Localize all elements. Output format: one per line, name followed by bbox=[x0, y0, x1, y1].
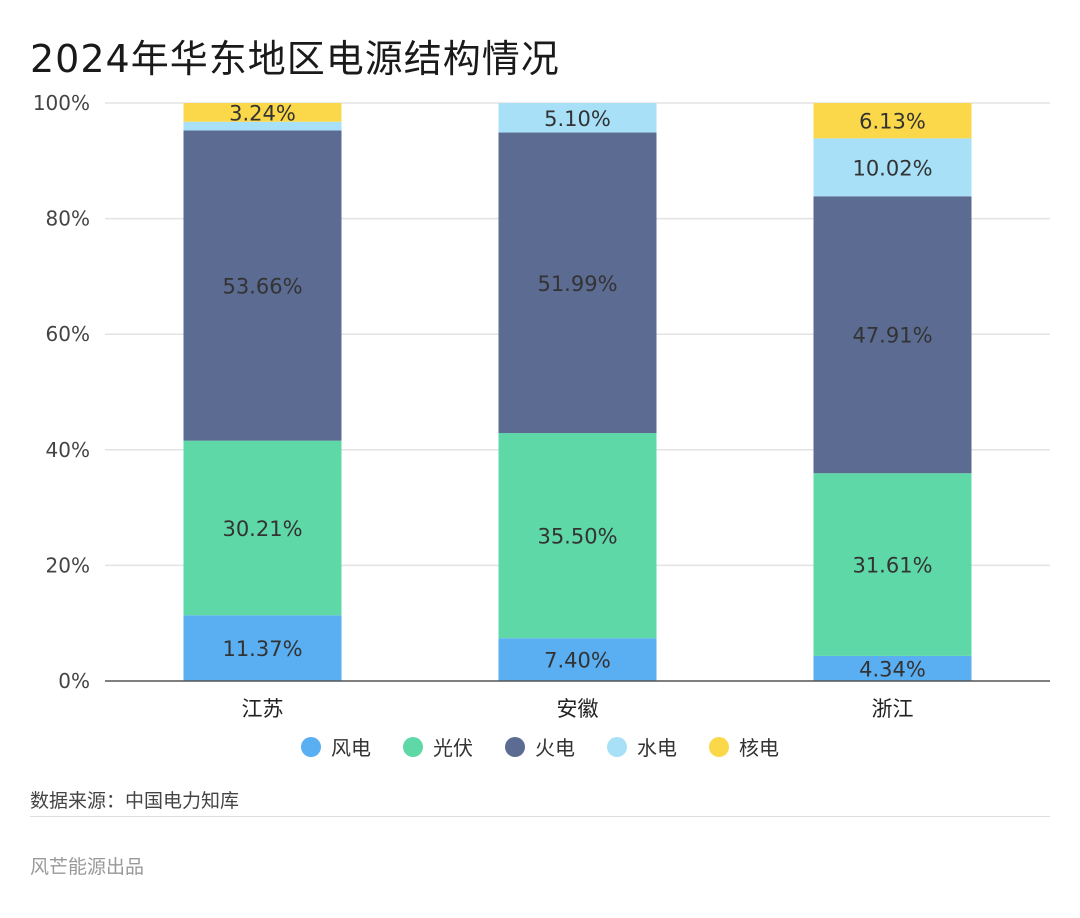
bar-segment bbox=[183, 130, 342, 441]
x-tick-label: 浙江 bbox=[872, 697, 914, 720]
data-label: 10.02% bbox=[852, 156, 932, 180]
legend-swatch bbox=[607, 736, 627, 757]
bar-segment bbox=[183, 440, 342, 616]
legend-label: 核电 bbox=[739, 736, 779, 760]
credit-line: 风芒能源出品 bbox=[30, 856, 145, 878]
data-label: 53.66% bbox=[222, 275, 302, 299]
legend-swatch bbox=[301, 736, 321, 757]
legend-item: 光伏 bbox=[403, 732, 473, 761]
data-label: 7.40% bbox=[544, 649, 611, 673]
data-label: 31.61% bbox=[852, 554, 932, 578]
legend-label: 火电 bbox=[535, 736, 575, 760]
data-label: 3.24% bbox=[229, 101, 296, 125]
legend-item: 核电 bbox=[709, 732, 779, 761]
data-source: 数据来源：中国电力知库 bbox=[30, 790, 240, 812]
divider bbox=[30, 816, 1050, 817]
bar-segment bbox=[813, 655, 972, 681]
legend-item: 风电 bbox=[301, 732, 371, 761]
y-tick-label: 40% bbox=[46, 438, 90, 462]
y-tick-label: 0% bbox=[58, 669, 90, 693]
chart-title: 2024年华东地区电源结构情况 bbox=[30, 37, 560, 81]
legend-item: 水电 bbox=[607, 732, 677, 761]
stacked-bar-chart: 0% 20% 40% 60% 80% 100% 11.37% 30.21% 53.66% 3.24… bbox=[33, 91, 1050, 720]
legend-item: 火电 bbox=[505, 732, 575, 761]
legend-label: 光伏 bbox=[433, 736, 473, 760]
data-label: 30.21% bbox=[222, 517, 302, 541]
bar-segment bbox=[183, 103, 342, 122]
y-tick-label: 20% bbox=[46, 553, 90, 577]
legend-swatch bbox=[403, 736, 423, 757]
data-label: 4.34% bbox=[859, 657, 926, 681]
bar-segment bbox=[498, 132, 657, 434]
y-tick-label: 80% bbox=[46, 207, 90, 231]
x-tick-label: 江苏 bbox=[242, 697, 284, 720]
x-tick-label: 安徽 bbox=[557, 697, 599, 720]
y-tick-label: 100% bbox=[33, 91, 90, 115]
data-label: 51.99% bbox=[537, 272, 617, 296]
bar-segment bbox=[813, 196, 972, 474]
bar-segment bbox=[183, 121, 342, 131]
data-label: 5.10% bbox=[544, 107, 611, 131]
chart-legend: 风电 光伏 火电 水电 核电 bbox=[0, 732, 1080, 761]
bar-segment bbox=[183, 615, 342, 681]
data-label: 11.37% bbox=[222, 637, 302, 661]
data-label: 6.13% bbox=[859, 110, 926, 134]
bar-segment bbox=[813, 473, 972, 656]
legend-swatch bbox=[505, 736, 525, 757]
bar-segment bbox=[498, 638, 657, 681]
data-label: 35.50% bbox=[537, 525, 617, 549]
legend-swatch bbox=[709, 736, 729, 757]
y-tick-label: 60% bbox=[46, 322, 90, 346]
bar-segment bbox=[498, 433, 657, 639]
bar-segment bbox=[813, 138, 972, 197]
legend-label: 风电 bbox=[331, 736, 371, 760]
data-label: 47.91% bbox=[852, 324, 932, 348]
bar-segment bbox=[498, 103, 657, 133]
legend-label: 水电 bbox=[637, 736, 677, 760]
bar-segment bbox=[813, 103, 972, 139]
